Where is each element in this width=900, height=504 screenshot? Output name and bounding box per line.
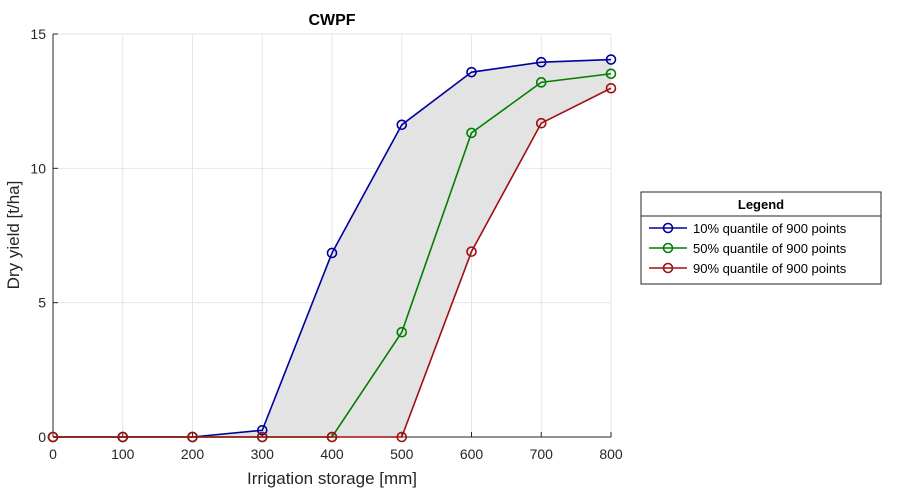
data-point — [326, 431, 338, 443]
y-axis-label: Dry yield [t/ha] — [4, 181, 23, 290]
quantile-band — [53, 59, 611, 437]
series-group — [47, 54, 617, 443]
x-tick-label: 200 — [181, 446, 205, 462]
y-tick-label: 15 — [30, 26, 46, 42]
legend-swatch-marker — [662, 242, 674, 254]
data-point — [256, 424, 268, 436]
legend-item: 90% quantile of 900 points — [649, 261, 847, 276]
y-tick-label: 10 — [30, 160, 46, 176]
y-tick-label: 0 — [38, 429, 46, 445]
data-point — [117, 431, 129, 443]
data-point — [605, 82, 617, 94]
quantile-band-area — [53, 59, 611, 437]
x-tick-label: 0 — [49, 446, 57, 462]
x-tick-label: 500 — [390, 446, 414, 462]
legend-item: 10% quantile of 900 points — [649, 221, 847, 236]
data-point — [535, 77, 547, 88]
legend-label: 10% quantile of 900 points — [693, 221, 847, 236]
data-point — [466, 127, 477, 139]
data-point — [326, 247, 338, 259]
data-point — [396, 431, 408, 443]
x-tick-label: 600 — [460, 446, 484, 462]
x-axis-label: Irrigation storage [mm] — [247, 469, 417, 488]
data-point — [605, 68, 617, 80]
data-point — [535, 56, 547, 68]
data-point — [535, 117, 547, 129]
data-point — [605, 54, 617, 65]
series-line — [53, 87, 612, 438]
x-tick-label: 100 — [111, 446, 135, 462]
x-tick-label: 700 — [530, 446, 554, 462]
legend-item: 50% quantile of 900 points — [649, 241, 847, 256]
data-point — [466, 66, 477, 78]
data-point — [187, 431, 198, 443]
series-3 — [47, 82, 617, 443]
data-point — [396, 119, 408, 131]
data-point — [466, 246, 477, 257]
legend-swatch-marker — [662, 262, 674, 274]
x-tick-label: 800 — [599, 446, 623, 462]
x-tick-label: 400 — [320, 446, 344, 462]
legend-title: Legend — [738, 197, 784, 212]
x-tick-label: 300 — [251, 446, 275, 462]
data-point — [396, 326, 408, 338]
legend-label: 50% quantile of 900 points — [693, 241, 847, 256]
chart-title: CWPF — [308, 12, 355, 29]
legend-label: 90% quantile of 900 points — [693, 261, 847, 276]
legend: Legend 10% quantile of 900 points 50% quan… — [640, 191, 882, 285]
legend-swatch-marker — [662, 222, 674, 234]
data-point — [256, 431, 268, 443]
data-point — [47, 431, 59, 443]
y-tick-label: 5 — [38, 295, 46, 311]
